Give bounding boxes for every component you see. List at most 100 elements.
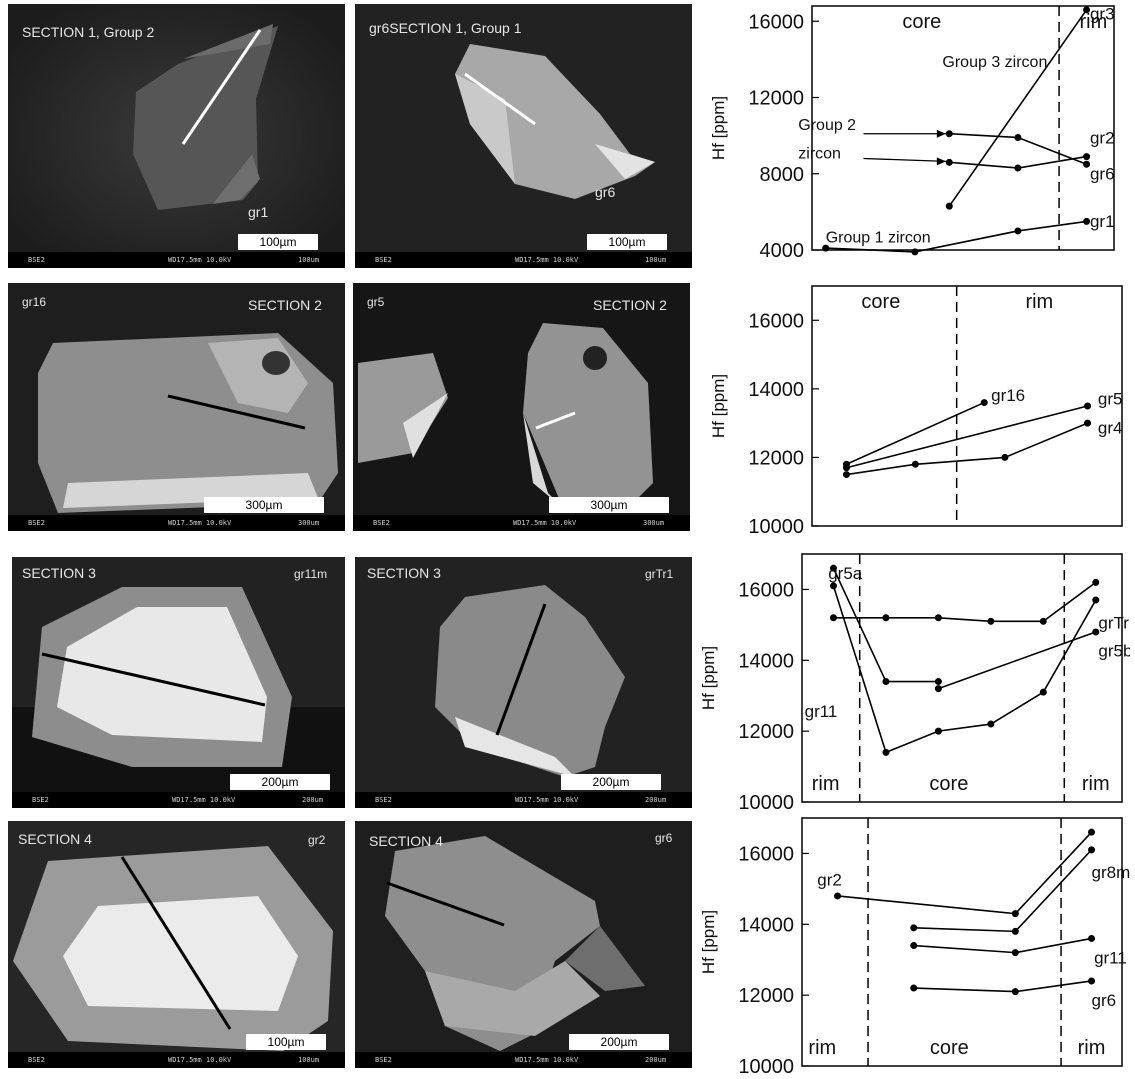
scale-bar: 200µm [230,774,330,790]
profile-line [120,856,232,1030]
status-bar: BSE2 WD17.5mm 10.0kV 200um [355,792,692,808]
scale-bar: 100µm [246,1034,326,1050]
hf-profile-chart-section4: 10000 12000 14000 16000 Hf [ppm] rim core rim gr… [699,812,1130,1078]
scale-bar: 300µm [549,497,669,513]
data-point-gr2 [945,130,953,138]
chart-svg: 10000 12000 14000 16000 Hf [ppm] rim core rim gr… [699,817,1130,1078]
series-label-gr2: gr2 [817,870,842,889]
status-bar: BSE2 WD17.5mm 10.0kV 100um [8,1052,345,1068]
zircon-image [355,4,692,268]
data-point-gr5b [1092,628,1100,636]
series-line-gr8m [913,849,1093,933]
panel-title: SECTION 3 [22,565,96,581]
plot-frame [801,817,1123,1067]
field-label: 100um [645,256,667,264]
zircon-image [353,283,690,531]
zone-label: core [902,11,941,33]
grain-label: gr1 [248,204,269,220]
data-point-gr8m [910,924,918,932]
detector-label: BSE2 [373,519,390,527]
y-tick-label: 10000 [738,792,794,810]
data-point-gr8m [1088,846,1096,854]
series-label-gr5a: gr5a [828,564,863,583]
grain-label: gr16 [22,295,47,309]
series-label-gr5: gr5 [1098,389,1123,408]
series-label-gr5b: gr5b [1098,642,1130,661]
series-line-gr1 [825,220,1087,253]
annotation-arrow [863,157,946,163]
sem-panel-section3-grTr1: SECTION 3 grTr1 200µm BSE2 WD17.5mm 10.0… [355,557,692,808]
data-point-grTr1 [1039,617,1047,625]
sem-panel-section1-group1: gr6SECTION 1, Group 1 gr6 100µm BSE2 WD1… [355,4,692,268]
detector-label: BSE2 [375,796,392,804]
scale-bar: 100µm [238,234,318,250]
panel-title: SECTION 4 [18,831,92,847]
y-tick-label: 12000 [738,721,794,743]
arrow-head [936,157,946,166]
series-label-gr6: gr6 [1090,164,1115,183]
data-point-gr6 [1088,977,1096,985]
detector-label: BSE2 [32,796,49,804]
status-bar: BSE2 WD17.5mm 10.0kV 300um [8,515,345,531]
series-line-gr2 [837,831,1093,915]
acquisition-params: WD17.5mm 10.0kV [168,1056,232,1064]
status-bar: BSE2 WD17.5mm 10.0kV 300um [353,515,690,531]
profile-line [167,394,306,430]
detector-label: BSE2 [28,1056,45,1064]
scale-bar: 200µm [561,774,661,790]
data-point-gr4 [842,471,850,479]
acquisition-params: WD17.5mm 10.0kV [168,519,232,527]
data-point-grTr1 [987,617,995,625]
data-point-gr4 [911,460,919,468]
data-point-gr5a [882,678,890,686]
y-tick-label: 4000 [760,240,805,262]
y-axis-label: Hf [ppm] [702,910,718,974]
data-point-gr2 [1011,910,1019,918]
annotation-text: Group 1 zircon [826,229,931,246]
detector-label: BSE2 [375,1056,392,1064]
data-point-gr1 [911,248,919,256]
annotation-text: Group 3 zircon [942,54,1047,71]
series-label-gr3: gr3 [1090,4,1115,23]
detector-label: BSE2 [28,519,45,527]
zone-label: rim [1025,291,1053,313]
zircon-image [355,557,692,808]
detector-label: BSE2 [375,256,392,264]
panel-title: SECTION 3 [367,565,441,581]
field-label: 200um [302,796,324,804]
data-point-gr1 [822,244,830,252]
status-bar: BSE2 WD17.5mm 10.0kV 100um [355,252,692,268]
data-point-gr11 [910,942,918,950]
data-point-gr6 [945,158,953,166]
acquisition-params: WD17.5mm 10.0kV [168,256,232,264]
data-point-gr11 [882,748,890,756]
data-point-gr11 [1088,934,1096,942]
series-line-gr6 [913,980,1092,993]
data-point-gr11 [1011,949,1019,957]
data-point-gr1 [1083,217,1091,225]
data-point-gr5b [934,685,942,693]
chart-svg: 10000 12000 14000 16000 Hf [ppm] core rim gr16 g… [709,285,1123,538]
acquisition-params: WD17.5mm 10.0kV [513,519,577,527]
series-line-gr11 [832,585,1097,754]
panel-title: SECTION 4 [369,833,443,849]
data-point-gr2 [834,892,842,900]
data-point-gr11 [934,727,942,735]
series-line-gr3 [948,9,1088,207]
profile-line [464,72,536,126]
data-point-gr11 [1092,596,1100,604]
series-line-gr5a [832,567,939,683]
sem-panel-section2-gr5: gr5 SECTION 2 300µm BSE2 WD17.5mm 10.0kV… [353,283,690,531]
scale-bar: 100µm [587,234,667,250]
y-tick-label: 14000 [748,379,804,401]
series-label-grTr1: grTr1 [1098,613,1130,632]
data-point-gr5 [1084,402,1092,410]
data-point-gr2 [1083,160,1091,168]
series-label-gr11: gr11 [1094,948,1127,967]
zircon-image [355,821,692,1068]
series-line-gr11 [913,937,1092,954]
series-label-gr11: gr11 [805,702,838,721]
plot-frame [811,5,1115,251]
zircon-image [12,557,345,808]
